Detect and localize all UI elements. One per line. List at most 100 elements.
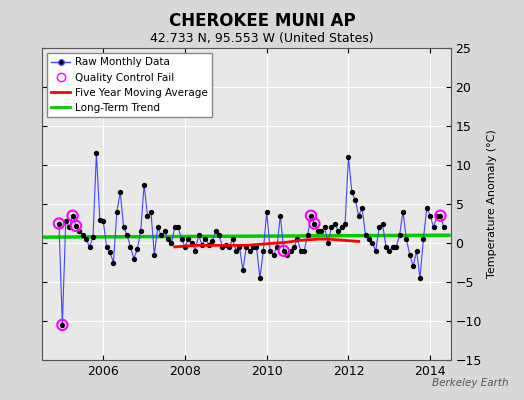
Point [272, 244, 281, 250]
Point [307, 212, 315, 219]
Point [310, 220, 319, 227]
Point [426, 212, 434, 219]
Point [99, 218, 107, 224]
Point [85, 244, 94, 250]
Text: Berkeley Earth: Berkeley Earth [432, 378, 508, 388]
Point [133, 246, 141, 252]
Point [372, 248, 380, 254]
Point [310, 220, 319, 227]
Point [68, 212, 77, 219]
Point [92, 150, 101, 156]
Point [300, 248, 309, 254]
Point [324, 240, 332, 246]
Point [157, 232, 166, 238]
Point [178, 236, 186, 242]
Point [276, 212, 285, 219]
Point [106, 249, 114, 256]
Point [198, 241, 206, 248]
Point [72, 223, 80, 229]
Point [286, 248, 294, 254]
Point [266, 248, 274, 254]
Point [232, 248, 241, 254]
Point [119, 224, 128, 230]
Legend: Raw Monthly Data, Quality Control Fail, Five Year Moving Average, Long-Term Tren: Raw Monthly Data, Quality Control Fail, … [47, 53, 212, 117]
Point [225, 244, 233, 250]
Point [208, 238, 216, 245]
Point [249, 244, 257, 250]
Point [72, 223, 80, 229]
Text: 42.733 N, 95.553 W (United States): 42.733 N, 95.553 W (United States) [150, 32, 374, 45]
Point [219, 244, 227, 250]
Point [392, 244, 400, 250]
Point [212, 228, 220, 234]
Point [399, 209, 407, 215]
Point [58, 322, 67, 328]
Point [412, 248, 421, 254]
Point [75, 228, 84, 234]
Point [109, 259, 117, 266]
Point [419, 236, 428, 242]
Point [402, 236, 411, 242]
Point [96, 216, 104, 223]
Point [79, 232, 87, 238]
Point [222, 242, 230, 248]
Point [436, 212, 445, 219]
Point [347, 189, 356, 196]
Point [147, 209, 155, 215]
Point [65, 224, 73, 230]
Point [61, 218, 70, 224]
Point [313, 228, 322, 234]
Point [382, 244, 390, 250]
Point [143, 212, 151, 219]
Point [116, 189, 125, 196]
Text: CHEROKEE MUNI AP: CHEROKEE MUNI AP [169, 12, 355, 30]
Point [235, 244, 244, 250]
Point [283, 252, 291, 258]
Point [351, 197, 359, 203]
Point [269, 252, 278, 258]
Point [429, 224, 438, 230]
Point [188, 240, 196, 246]
Point [245, 248, 254, 254]
Point [341, 220, 350, 227]
Point [440, 224, 448, 230]
Point [307, 212, 315, 219]
Point [252, 244, 260, 250]
Point [365, 236, 373, 242]
Point [55, 220, 63, 227]
Point [204, 241, 213, 248]
Point [290, 244, 298, 250]
Point [129, 255, 138, 262]
Point [409, 263, 417, 270]
Point [68, 212, 77, 219]
Point [228, 236, 237, 242]
Point [388, 244, 397, 250]
Point [126, 244, 135, 250]
Point [263, 209, 271, 215]
Point [362, 232, 370, 238]
Point [242, 244, 250, 250]
Point [385, 248, 394, 254]
Point [113, 209, 121, 215]
Point [82, 236, 90, 242]
Point [436, 212, 445, 219]
Point [297, 248, 305, 254]
Point [181, 244, 189, 250]
Point [194, 232, 203, 238]
Point [396, 232, 404, 238]
Point [406, 252, 414, 258]
Point [331, 220, 339, 227]
Point [259, 248, 268, 254]
Point [163, 236, 172, 242]
Point [160, 228, 169, 234]
Point [378, 220, 387, 227]
Point [55, 220, 63, 227]
Point [174, 224, 182, 230]
Point [256, 275, 264, 281]
Point [280, 248, 288, 254]
Point [327, 224, 335, 230]
Y-axis label: Temperature Anomaly (°C): Temperature Anomaly (°C) [487, 130, 497, 278]
Point [167, 240, 176, 246]
Point [140, 181, 148, 188]
Point [102, 244, 111, 250]
